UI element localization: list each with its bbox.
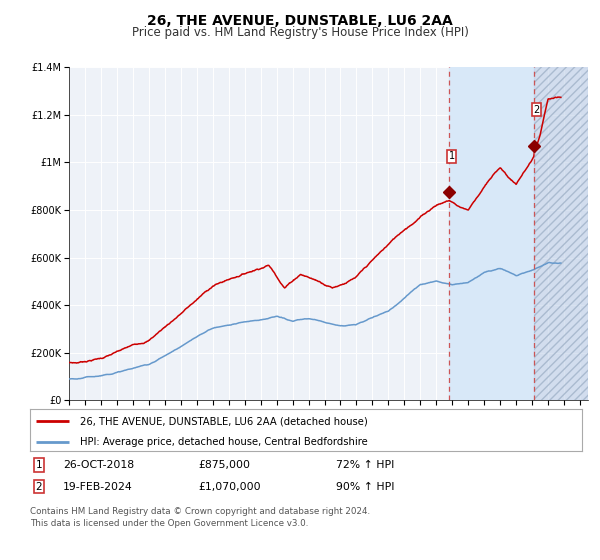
Text: 90% ↑ HPI: 90% ↑ HPI [336,482,395,492]
Text: 72% ↑ HPI: 72% ↑ HPI [336,460,394,470]
Bar [534,67,588,400]
Text: £875,000: £875,000 [198,460,250,470]
Text: 26, THE AVENUE, DUNSTABLE, LU6 2AA: 26, THE AVENUE, DUNSTABLE, LU6 2AA [147,14,453,28]
Text: 26, THE AVENUE, DUNSTABLE, LU6 2AA (detached house): 26, THE AVENUE, DUNSTABLE, LU6 2AA (deta… [80,417,367,426]
Bar [534,67,588,400]
Text: 19-FEB-2024: 19-FEB-2024 [63,482,133,492]
Text: £1,070,000: £1,070,000 [198,482,260,492]
Text: 1: 1 [35,460,43,470]
Text: 2: 2 [35,482,43,492]
Text: Price paid vs. HM Land Registry's House Price Index (HPI): Price paid vs. HM Land Registry's House … [131,26,469,39]
Text: HPI: Average price, detached house, Central Bedfordshire: HPI: Average price, detached house, Cent… [80,437,367,447]
Text: 26-OCT-2018: 26-OCT-2018 [63,460,134,470]
Text: 1: 1 [449,151,455,161]
Bar [449,67,534,400]
Text: Contains HM Land Registry data © Crown copyright and database right 2024.
This d: Contains HM Land Registry data © Crown c… [30,507,370,528]
Text: 2: 2 [533,105,539,115]
